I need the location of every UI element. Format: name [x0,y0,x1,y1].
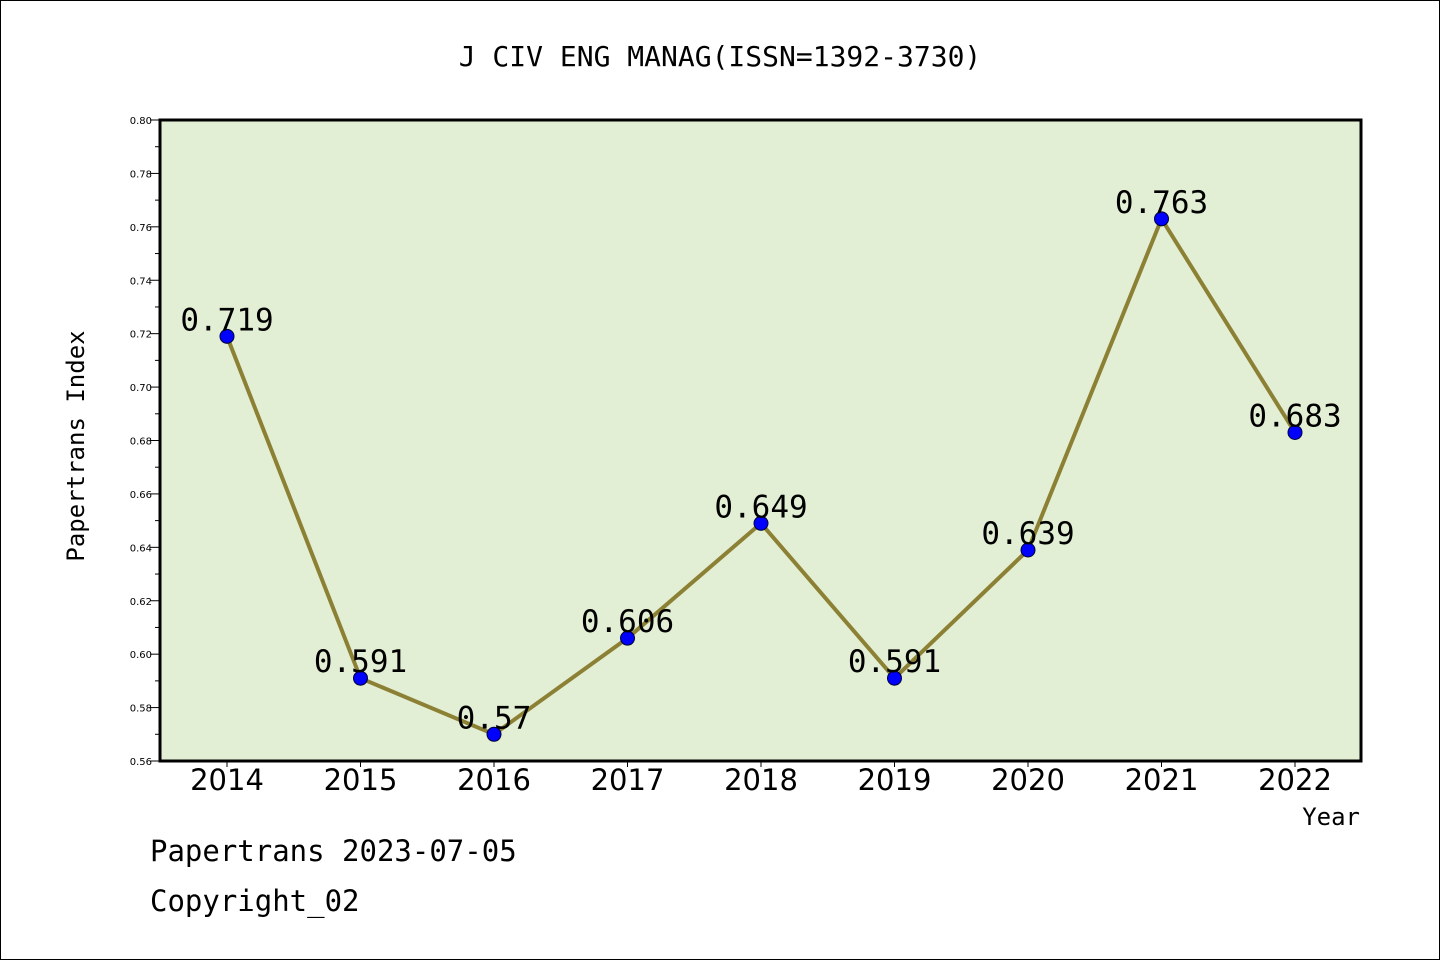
y-tick-label: 0.58 [130,704,152,715]
data-point [620,630,635,646]
data-label: 0.639 [981,516,1074,552]
x-tick-label: 2019 [858,763,932,797]
data-label: 0.591 [848,644,941,680]
x-tick-label: 2018 [724,763,798,797]
data-label: 0.57 [457,700,532,736]
y-axis-label: Papertrans Index [62,330,90,561]
data-label: 0.763 [1115,185,1208,221]
data-label: 0.719 [180,302,273,338]
source-date-text: Papertrans 2023-07-05 [150,834,517,868]
y-tick-label: 0.62 [130,597,152,608]
y-tick-label: 0.80 [130,116,152,127]
data-point [887,670,902,686]
data-label: 0.591 [314,644,407,680]
data-point [1287,424,1303,440]
data-label: 0.606 [581,604,674,640]
data-point [486,726,502,742]
y-tick-label: 0.78 [130,169,152,180]
x-tick-label: 2017 [591,763,665,797]
plot-border [158,118,1363,763]
copyright-text: Copyright_02 [150,884,360,918]
data-label: 0.649 [714,489,807,525]
x-tick-label: 2014 [190,763,264,797]
y-tick-label: 0.76 [130,223,152,234]
y-tick-label: 0.64 [130,543,152,554]
y-tick-label: 0.60 [130,650,152,661]
data-point [219,328,235,344]
y-axis-ticks: 0.56 0.58 0.60 0.62 0.64 0.66 0.68 0.70 0.72 0.74… [130,116,160,768]
chart-title: J CIV ENG MANAG(ISSN=1392-3730) [459,40,982,73]
y-tick-label: 0.70 [130,383,152,394]
data-labels: 0.719 0.591 0.57 0.606 0.649 0.591 0.639 0.763 0… [180,185,1341,736]
x-axis-label: Year [1302,803,1360,831]
x-tick-label: 2021 [1125,763,1199,797]
data-label: 0.683 [1248,398,1341,434]
series-layer [219,211,1303,742]
x-tick-label: 2020 [991,763,1065,797]
y-tick-label: 0.66 [130,490,152,501]
y-tick-label: 0.74 [130,276,152,287]
x-axis-ticks: 2014 2015 2016 2017 2018 2019 2020 2021 2022 [190,761,1332,797]
x-tick-label: 2016 [457,763,531,797]
x-tick-label: 2022 [1258,763,1332,797]
x-tick-label: 2015 [324,763,398,797]
y-tick-label: 0.68 [130,437,152,448]
y-tick-label: 0.56 [130,757,152,768]
data-point [1154,211,1169,227]
data-point [1020,542,1036,558]
data-point [353,670,368,686]
data-point [753,515,769,531]
plot-area [160,120,1361,761]
y-tick-label: 0.72 [130,330,152,341]
